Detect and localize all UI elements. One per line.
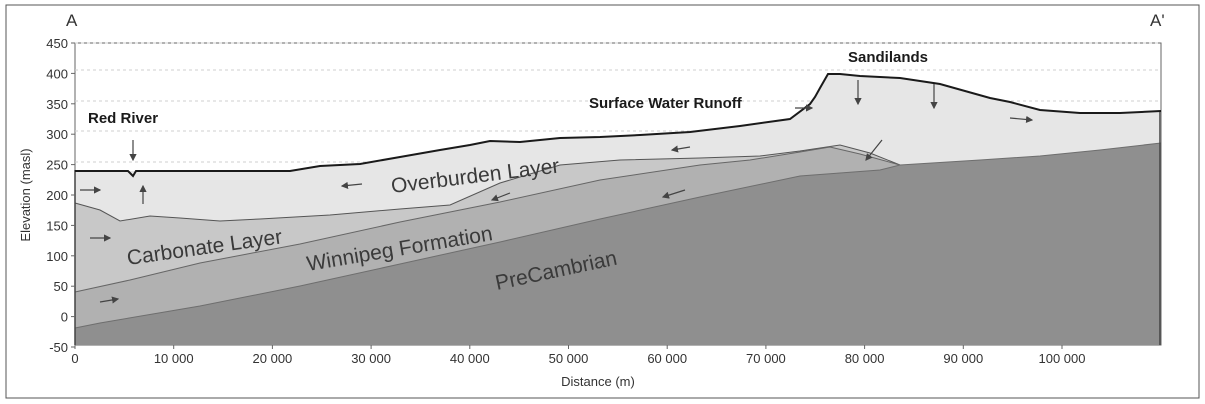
arrow-left-icon: [340, 181, 363, 189]
y-tick-label: 400: [46, 66, 68, 81]
arrow-left-icon: [490, 192, 511, 202]
y-tick-label: 150: [46, 218, 68, 233]
section-start-label: A: [66, 11, 78, 30]
flow-arrows: [80, 80, 1034, 304]
x-tick-label: 20 000: [253, 351, 293, 366]
y-axis-ticks: -50 0 50 100 150 200 250 300 350 400 450: [46, 36, 75, 355]
arrow-right-icon: [99, 296, 120, 304]
x-tick-label: 50 000: [549, 351, 589, 366]
section-end-label: A': [1150, 11, 1165, 30]
figure-border: [5, 4, 1200, 399]
arrow-down-left-icon: [865, 139, 883, 161]
x-axis-title: Distance (m): [561, 374, 635, 389]
x-axis-ticks: 0 10 000 20 000 30 000 40 000 50 000 60 000 70 …: [71, 345, 1086, 366]
arrow-right-icon: [1009, 115, 1034, 124]
precambrian-fill: [75, 143, 1161, 345]
sandilands-label: Sandilands: [848, 49, 928, 66]
arrow-left-icon: [670, 145, 691, 153]
carbonate-base-line: [74, 146, 901, 293]
arrow-left-icon: [661, 189, 686, 199]
x-tick-label: 40 000: [450, 351, 490, 366]
y-tick-label: 250: [46, 158, 68, 173]
x-tick-label: 80 000: [845, 351, 885, 366]
x-tick-label: 100 000: [1039, 351, 1086, 366]
ground-surface-line: [75, 73, 1162, 178]
y-axis-title: Elevation (masl): [18, 148, 33, 241]
y-tick-label: -50: [49, 340, 68, 355]
x-tick-label: 30 000: [351, 351, 391, 366]
winnipeg-formation-fill: [75, 147, 900, 328]
overburden-base-line: [74, 144, 901, 222]
x-tick-label: 90 000: [943, 351, 983, 366]
y-tick-label: 350: [46, 97, 68, 112]
surface-water-runoff-label: Surface Water Runoff: [589, 95, 743, 112]
winnipeg-base-line: [74, 142, 1162, 329]
y-tick-label: 200: [46, 188, 68, 203]
y-tick-label: 450: [46, 36, 68, 51]
y-tick-label: 300: [46, 127, 68, 142]
x-tick-label: 60 000: [647, 351, 687, 366]
red-river-label: Red River: [88, 110, 158, 127]
x-tick-label: 70 000: [746, 351, 786, 366]
x-tick-label: 0: [71, 351, 78, 366]
y-tick-label: 100: [46, 249, 68, 264]
x-tick-label: 10 000: [154, 351, 194, 366]
y-tick-label: 50: [54, 279, 68, 294]
y-tick-label: 0: [61, 310, 68, 325]
